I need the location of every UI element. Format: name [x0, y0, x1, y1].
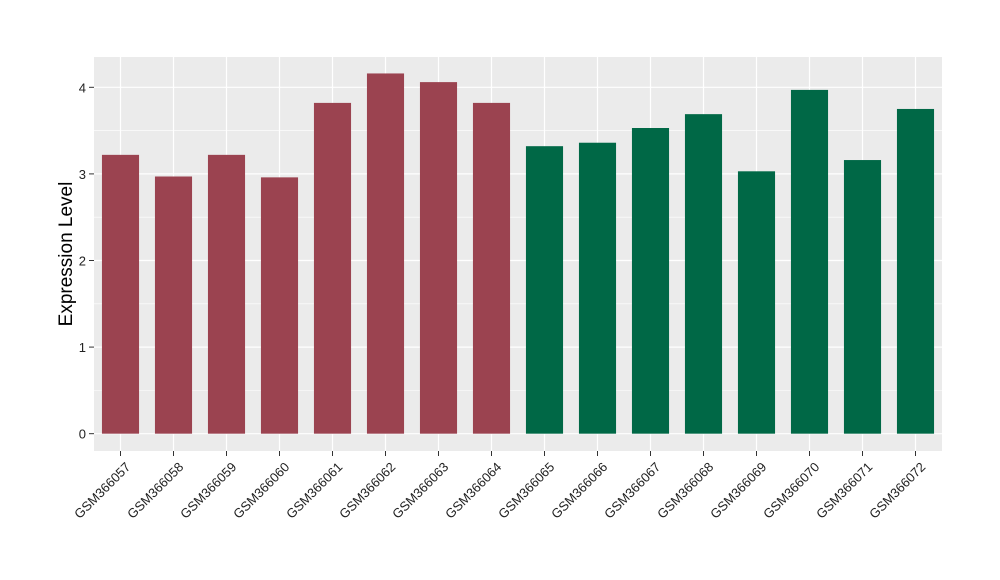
x-axis: GSM366057GSM366058GSM366059GSM366060GSM3…: [71, 451, 928, 522]
bar-GSM366059: [207, 154, 246, 434]
bar-GSM366069: [737, 171, 776, 434]
bar-GSM366065: [525, 146, 564, 434]
bar-GSM366070: [790, 89, 829, 434]
x-tick-label: GSM366072: [866, 459, 928, 521]
bars: [101, 73, 935, 434]
y-tick-label: 1: [79, 340, 86, 355]
bar-GSM366063: [419, 82, 458, 434]
y-axis: 0 1 2 3 4: [79, 80, 94, 442]
y-tick-label: 3: [79, 167, 86, 182]
y-axis-title: Expression Level: [56, 182, 77, 327]
bar-GSM366064: [472, 102, 511, 434]
bar-GSM366058: [154, 176, 193, 434]
y-tick-label: 4: [79, 80, 86, 95]
bar-GSM366061: [313, 102, 352, 434]
y-tick-label: 2: [79, 253, 86, 268]
bar-GSM366060: [260, 177, 299, 434]
y-tick-label: 0: [79, 427, 86, 442]
bar-GSM366071: [843, 160, 882, 434]
bar-GSM366068: [684, 114, 723, 434]
bar-GSM366057: [101, 154, 140, 434]
bar-GSM366062: [366, 73, 405, 434]
bar-GSM366066: [578, 142, 617, 434]
bar-GSM366067: [631, 128, 670, 434]
bar-GSM366072: [896, 108, 935, 434]
